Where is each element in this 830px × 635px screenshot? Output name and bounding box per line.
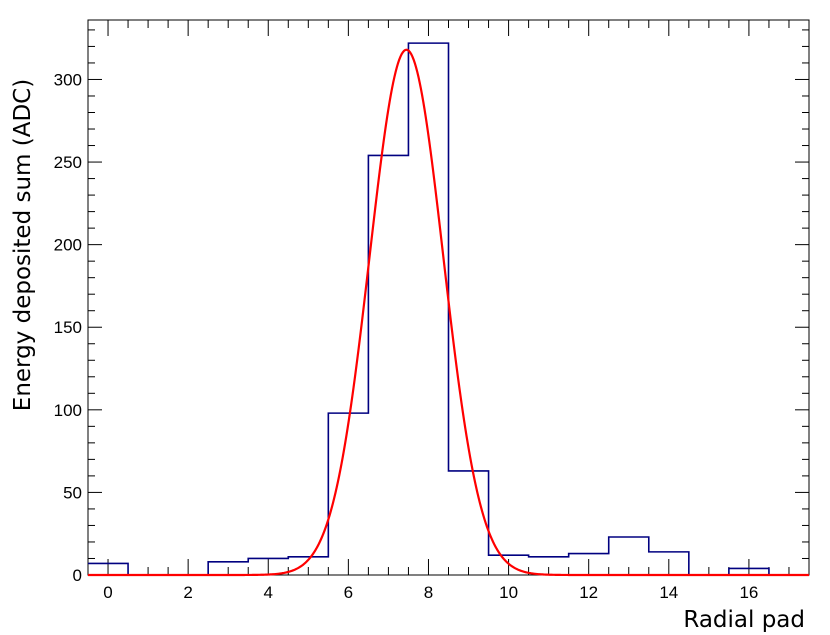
x-tick-label: 4 bbox=[264, 583, 273, 602]
x-axis-title: Radial pad bbox=[683, 607, 805, 633]
y-tick-label: 0 bbox=[73, 566, 82, 585]
x-tick-label: 6 bbox=[344, 583, 353, 602]
histogram-bin bbox=[529, 557, 569, 575]
histogram-bin bbox=[649, 552, 689, 575]
y-tick-label: 50 bbox=[63, 483, 82, 502]
x-tick-label: 8 bbox=[424, 583, 433, 602]
histogram-line bbox=[88, 42, 809, 576]
x-tick-label: 10 bbox=[499, 583, 518, 602]
x-tick-label: 14 bbox=[659, 583, 678, 602]
y-tick-label: 300 bbox=[54, 70, 82, 89]
histogram-bin bbox=[569, 554, 609, 575]
y-axis: 0 50 100 150 200 250 300 bbox=[54, 29, 809, 585]
x-tick-label: 2 bbox=[183, 583, 192, 602]
plot-area bbox=[88, 42, 809, 577]
histogram-bin bbox=[449, 471, 489, 575]
histogram-bin bbox=[208, 562, 248, 575]
histogram-bin bbox=[609, 537, 649, 575]
x-tick-label: 12 bbox=[579, 583, 598, 602]
y-tick-label: 200 bbox=[54, 236, 82, 255]
histogram-bin bbox=[88, 563, 128, 575]
y-tick-label: 150 bbox=[54, 318, 82, 337]
x-tick-label: 0 bbox=[103, 583, 112, 602]
histogram-bin bbox=[408, 43, 448, 575]
y-tick-label: 100 bbox=[54, 401, 82, 420]
y-axis-title: Energy deposited sum (ADC) bbox=[10, 79, 36, 411]
y-tick-label: 250 bbox=[54, 153, 82, 172]
x-tick-label: 16 bbox=[739, 583, 758, 602]
gaussian-fit-curve bbox=[88, 48, 809, 577]
